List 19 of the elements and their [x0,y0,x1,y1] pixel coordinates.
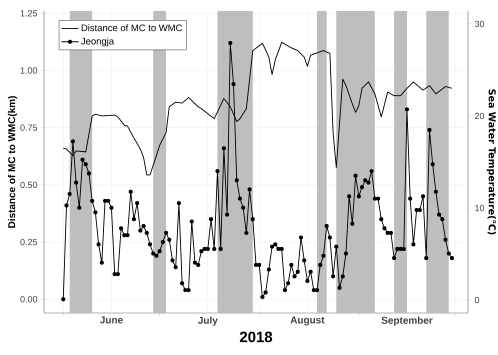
x-tick-label: September [382,316,433,326]
y2-tick-label: 30 [474,20,484,28]
y-tick-label: 0.25 [20,238,38,246]
y-tick-label: 0.50 [20,182,38,188]
y-tick-label: 1.25 [20,10,38,16]
legend-label: Jeongja [81,38,114,46]
legend-label: Distance of MC to WMC [82,24,182,32]
x-tick-label: August [290,316,324,326]
y-tick-label: 0.75 [20,124,38,131]
y-axis-title: Distance of MC to WMC(km) [8,96,18,228]
y2-tick-label: 0 [474,296,480,304]
y-tick-label: 0.00 [20,296,38,302]
y2-tick-label: 10 [475,204,484,212]
y2-axis-title: Sea Water Temperature(℃) [486,89,496,234]
x-tick-label: June [100,316,123,324]
y2-tick-label: 20 [474,112,484,120]
y-tick-label: 1.00 [20,67,38,74]
x-tick-label: July [198,316,218,326]
x-axis-title: 2018 [240,332,272,342]
